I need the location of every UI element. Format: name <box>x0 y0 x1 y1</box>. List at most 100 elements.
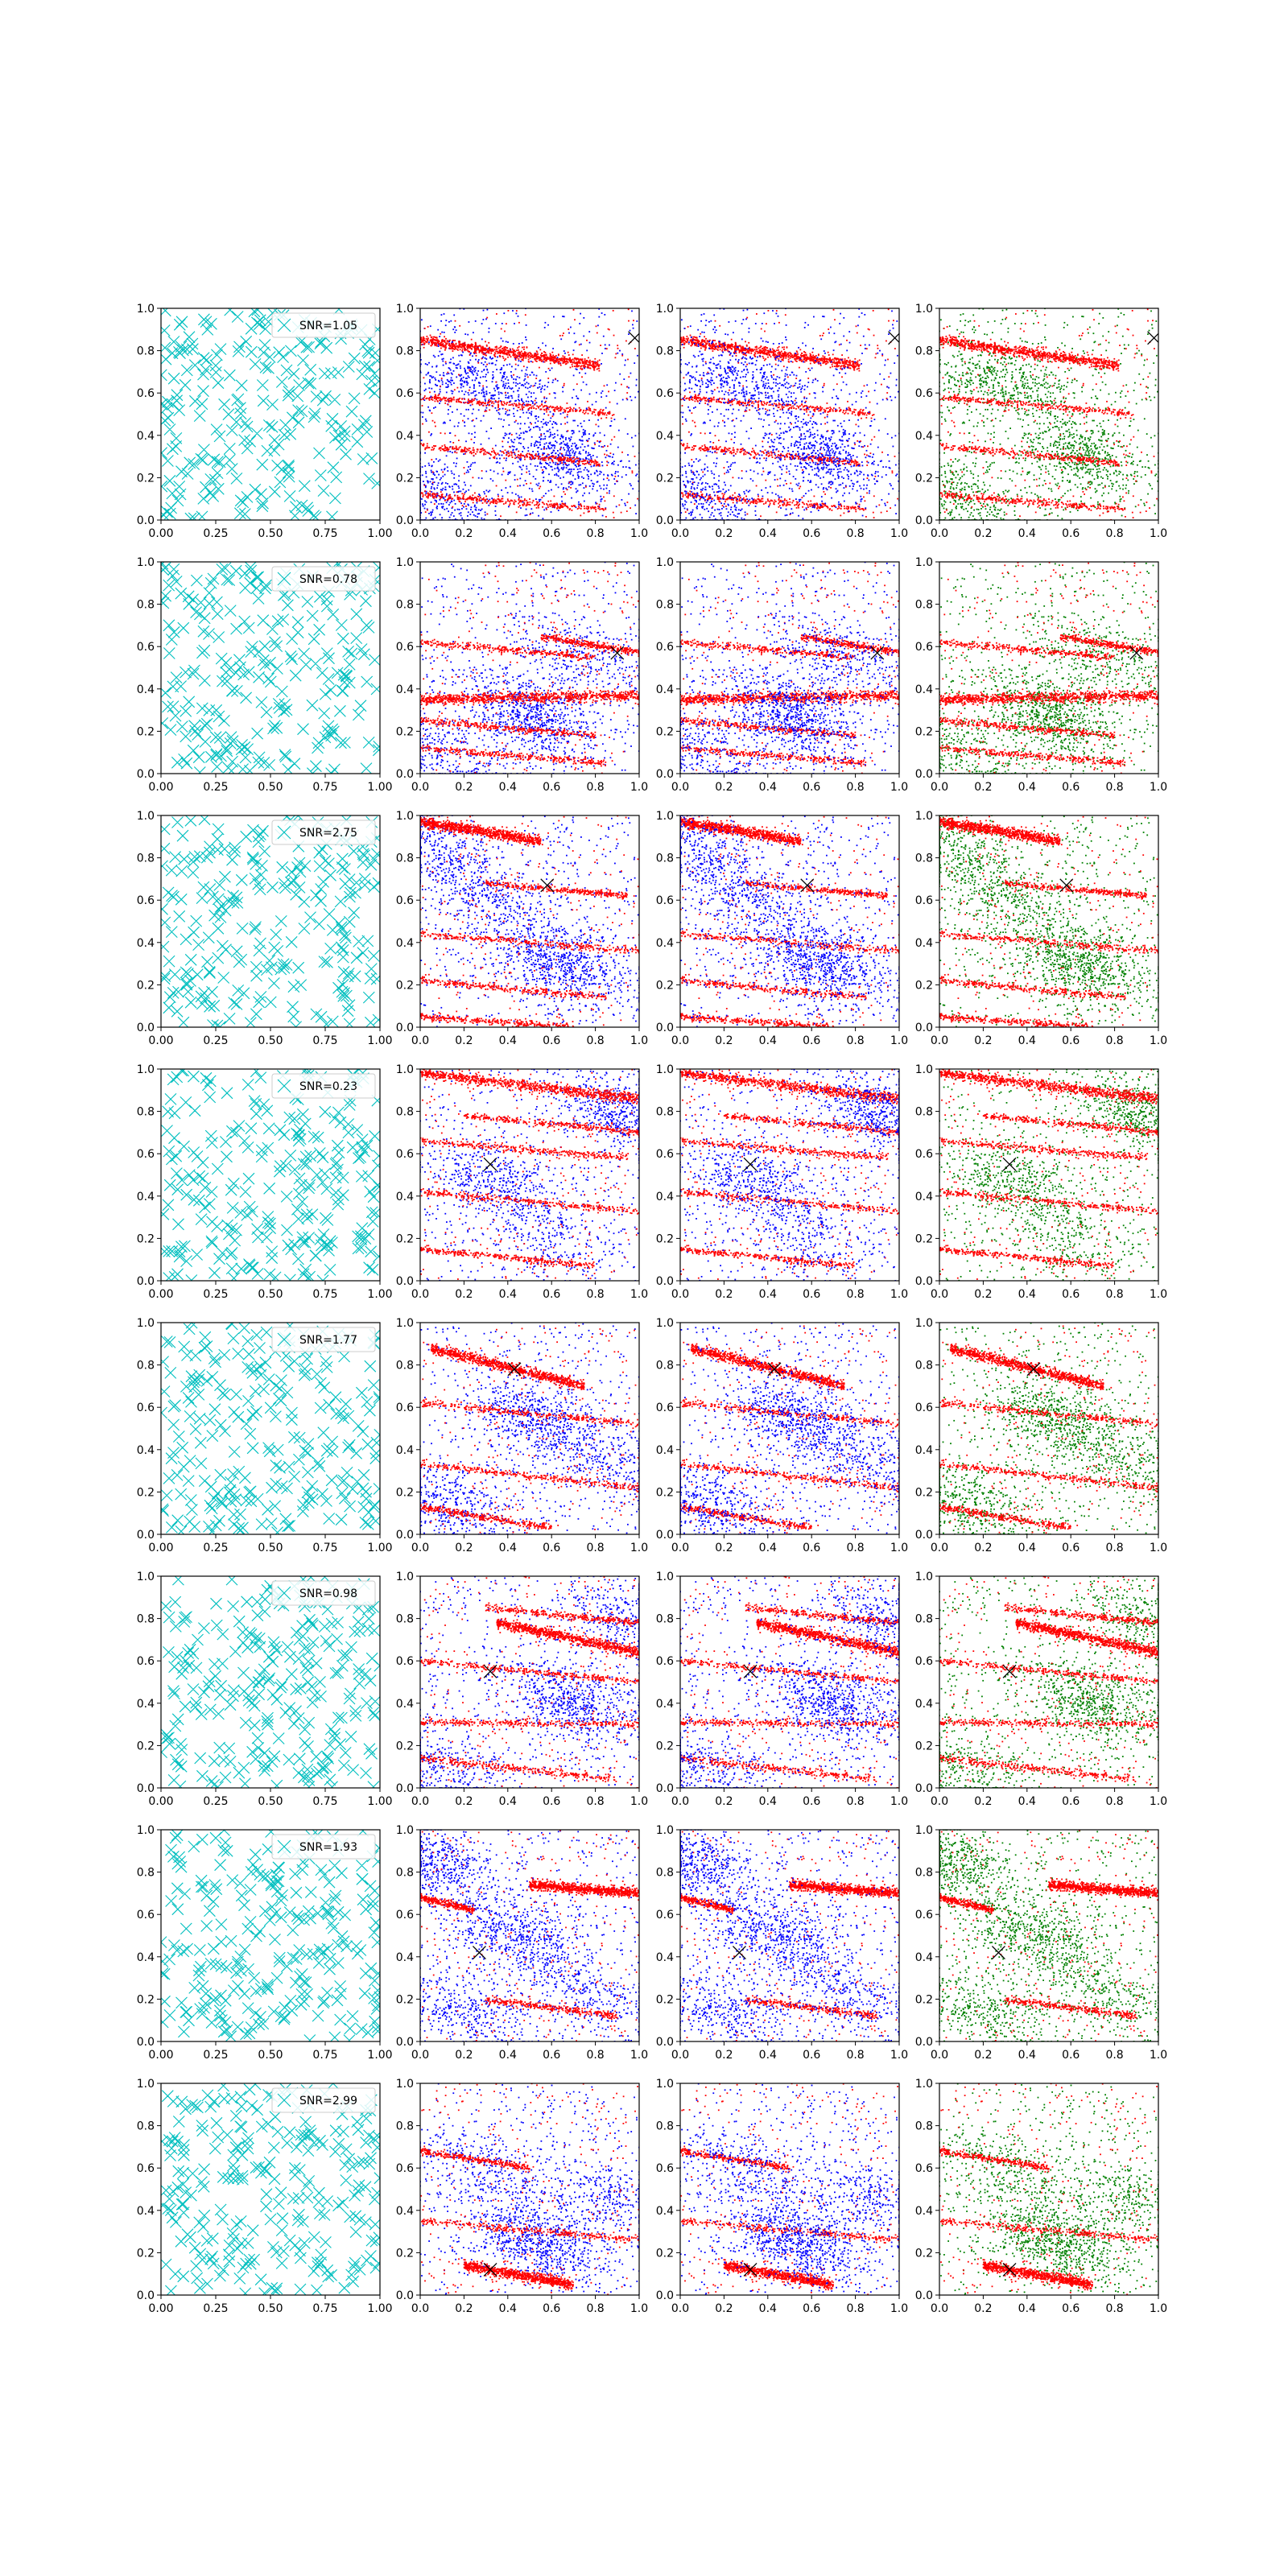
blue-point <box>516 313 518 315</box>
blue-point <box>526 367 528 369</box>
blue-point <box>425 486 427 488</box>
red-point <box>547 406 548 407</box>
red-point <box>522 405 523 407</box>
blue-point <box>518 497 520 498</box>
red-point <box>518 407 519 408</box>
blue-point <box>543 419 544 420</box>
blue-point <box>526 401 527 402</box>
red-point <box>573 360 575 361</box>
blue-point <box>495 514 497 516</box>
red-point <box>474 349 476 351</box>
blue-point <box>443 358 444 360</box>
blue-point <box>517 376 518 378</box>
red-point <box>683 339 685 341</box>
red-point <box>423 494 424 496</box>
blue-point <box>529 412 530 414</box>
blue-point <box>431 388 432 390</box>
red-point <box>456 491 458 493</box>
red-point <box>808 407 810 408</box>
blue-point <box>526 514 528 516</box>
blue-point <box>584 430 586 431</box>
red-point <box>514 452 515 453</box>
blue-point <box>604 445 605 447</box>
red-point <box>444 341 446 343</box>
blue-point <box>555 464 556 465</box>
red-point <box>427 445 428 447</box>
blue-point <box>539 442 541 444</box>
red-point <box>853 369 855 371</box>
blue-point <box>520 423 522 424</box>
red-point <box>578 464 580 465</box>
blue-point <box>580 390 582 391</box>
blue-point <box>440 320 442 322</box>
x-tick-label: 0.6 <box>543 527 560 540</box>
blue-point <box>521 385 522 386</box>
red-point <box>472 494 473 496</box>
blue-point <box>485 374 487 375</box>
blue-point <box>514 446 515 448</box>
blue-point <box>510 375 512 377</box>
blue-point <box>614 390 616 391</box>
blue-point <box>450 362 452 364</box>
red-point <box>855 415 857 416</box>
red-point <box>731 349 733 350</box>
red-point <box>848 364 849 365</box>
red-point <box>592 461 593 463</box>
red-point <box>427 337 429 339</box>
blue-point <box>465 409 467 411</box>
blue-point <box>551 489 552 491</box>
blue-point <box>568 451 570 452</box>
blue-point <box>629 467 630 469</box>
red-point <box>522 455 523 456</box>
blue-point <box>441 332 443 333</box>
blue-point <box>450 406 452 407</box>
blue-point <box>508 386 510 387</box>
blue-point <box>621 353 623 355</box>
red-point <box>447 372 448 374</box>
red-point <box>468 398 469 400</box>
blue-point <box>483 415 485 417</box>
red-point <box>433 339 435 341</box>
red-point <box>516 357 518 359</box>
red-point <box>564 410 566 411</box>
red-point <box>857 369 858 370</box>
blue-point <box>481 390 483 391</box>
blue-point <box>426 374 427 376</box>
blue-point <box>520 432 522 434</box>
blue-point <box>535 440 537 442</box>
red-point <box>492 448 493 449</box>
blue-point <box>543 477 544 478</box>
red-point <box>427 497 429 499</box>
red-point <box>472 398 473 400</box>
blue-point <box>481 371 483 373</box>
blue-point <box>555 422 556 423</box>
blue-point <box>530 396 532 398</box>
red-point <box>446 400 448 402</box>
blue-point <box>619 374 621 375</box>
red-point <box>469 390 470 391</box>
red-point <box>518 322 520 324</box>
blue-point <box>497 473 499 475</box>
blue-point <box>485 319 487 320</box>
blue-point <box>509 424 510 426</box>
blue-point <box>514 400 516 402</box>
red-point <box>434 496 436 497</box>
red-point <box>588 407 590 409</box>
blue-point <box>431 511 433 513</box>
blue-point <box>472 365 473 367</box>
red-point <box>696 344 697 345</box>
red-point <box>687 336 688 337</box>
red-point <box>562 335 564 336</box>
blue-point <box>522 464 524 466</box>
red-point <box>709 340 711 341</box>
red-point <box>735 342 737 344</box>
red-point <box>464 349 466 351</box>
blue-point <box>575 464 576 466</box>
blue-point <box>633 328 634 329</box>
blue-point <box>473 374 474 376</box>
red-point <box>533 386 535 387</box>
blue-point <box>513 413 514 415</box>
red-point <box>532 361 534 363</box>
red-point <box>444 500 446 502</box>
red-point <box>803 355 805 357</box>
